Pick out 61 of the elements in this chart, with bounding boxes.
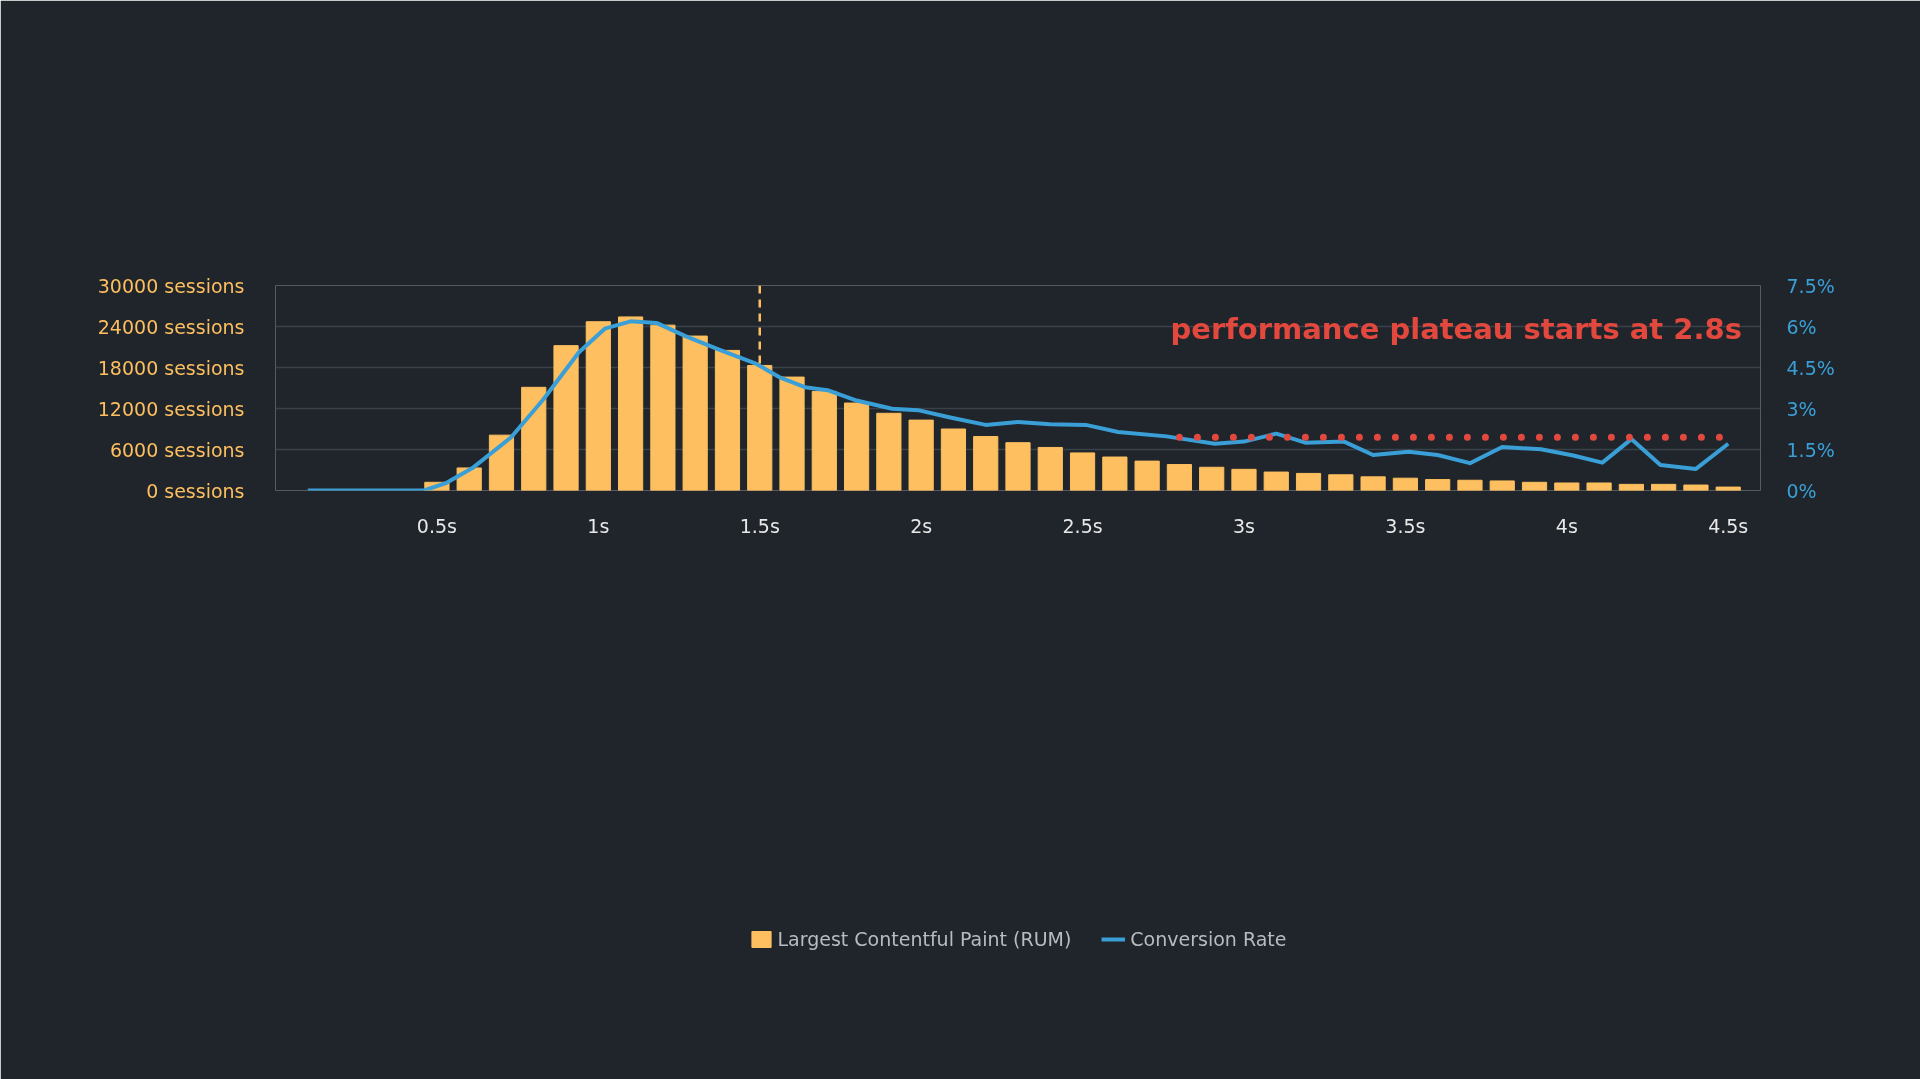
bar bbox=[1425, 479, 1451, 491]
annotation: performance plateau starts at 2.8s bbox=[1170, 311, 1742, 346]
legend-label: Largest Contentful Paint (RUM) bbox=[777, 927, 1072, 950]
bar bbox=[1586, 482, 1612, 491]
bar bbox=[1651, 483, 1677, 491]
bar bbox=[1134, 460, 1160, 491]
legend-label: Conversion Rate bbox=[1130, 927, 1287, 950]
x-tick-label: 1.5s bbox=[739, 514, 780, 537]
bar bbox=[1231, 468, 1257, 491]
bar bbox=[1263, 471, 1289, 491]
x-tick-label: 4.5s bbox=[1708, 514, 1749, 537]
bar bbox=[843, 402, 870, 491]
bar bbox=[585, 321, 611, 491]
bar bbox=[1457, 479, 1483, 491]
bar bbox=[1360, 476, 1386, 491]
x-tick-label: 2s bbox=[910, 514, 933, 537]
bar bbox=[1683, 484, 1709, 491]
y2-tick-label: 0% bbox=[1786, 479, 1817, 502]
y2-tick-label: 1.5% bbox=[1786, 438, 1835, 461]
bar bbox=[908, 419, 934, 491]
bar bbox=[1037, 446, 1063, 491]
y-tick-label: 12000 sessions bbox=[97, 397, 245, 420]
bar bbox=[940, 428, 967, 491]
y-tick-label: 24000 sessions bbox=[97, 315, 245, 338]
bar bbox=[1102, 456, 1128, 491]
y2-tick-label: 7.5% bbox=[1786, 274, 1835, 297]
bar bbox=[973, 436, 999, 491]
bar bbox=[1554, 482, 1580, 491]
bar bbox=[618, 316, 644, 491]
bar bbox=[779, 376, 805, 491]
bar bbox=[1328, 474, 1354, 491]
y2-tick-label: 4.5% bbox=[1786, 356, 1835, 379]
x-tick-label: 3.5s bbox=[1385, 514, 1426, 537]
bar bbox=[521, 386, 547, 491]
bar bbox=[1005, 442, 1031, 491]
bar bbox=[1618, 483, 1644, 491]
x-tick-label: 4s bbox=[1555, 514, 1578, 537]
bar bbox=[1069, 452, 1096, 491]
x-tick-label: 3s bbox=[1232, 514, 1255, 537]
bar bbox=[876, 412, 902, 491]
bar bbox=[1489, 480, 1515, 491]
bar bbox=[811, 390, 837, 491]
y2-tick-label: 6% bbox=[1786, 315, 1817, 338]
bar bbox=[1521, 481, 1548, 491]
bar bbox=[1715, 486, 1741, 491]
y-tick-label: 6000 sessions bbox=[109, 438, 245, 461]
y-tick-label: 30000 sessions bbox=[97, 274, 245, 297]
bar bbox=[682, 335, 708, 491]
bar bbox=[1392, 477, 1418, 491]
bar bbox=[650, 324, 676, 491]
bar bbox=[714, 349, 741, 491]
x-tick-label: 2.5s bbox=[1062, 514, 1103, 537]
x-tick-label: 1s bbox=[587, 514, 610, 537]
bar bbox=[553, 345, 579, 491]
y2-tick-label: 3% bbox=[1786, 397, 1817, 420]
bar bbox=[1166, 464, 1193, 491]
bar bbox=[1295, 472, 1322, 491]
y-tick-label: 18000 sessions bbox=[97, 356, 245, 379]
bar bbox=[1199, 466, 1225, 491]
y-tick-label: 0 sessions bbox=[146, 479, 245, 502]
x-tick-label: 0.5s bbox=[416, 514, 457, 537]
